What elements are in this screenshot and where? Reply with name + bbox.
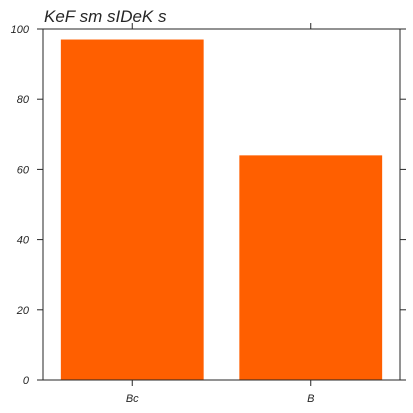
- x-tick-label: B: [307, 393, 314, 405]
- bar-bc: [60, 39, 204, 380]
- y-tick-label: 100: [11, 24, 30, 36]
- axes-group: [42, 28, 401, 381]
- y-tick-label: 40: [17, 235, 30, 247]
- y-tick-label: 80: [17, 94, 30, 106]
- bars-group: [60, 39, 383, 380]
- y-tick-label: 0: [23, 375, 30, 387]
- y-tick-label: 60: [17, 164, 30, 176]
- x-tick-label: Bc: [126, 393, 139, 405]
- x-ticks-group: Bc B: [126, 23, 314, 405]
- y-tick-label: 20: [16, 305, 30, 317]
- bar-b: [239, 155, 383, 380]
- chart-title: KeF sm sIDeK s: [44, 7, 167, 26]
- y-ticks-group: 0 20 40 60 80 100: [11, 24, 406, 387]
